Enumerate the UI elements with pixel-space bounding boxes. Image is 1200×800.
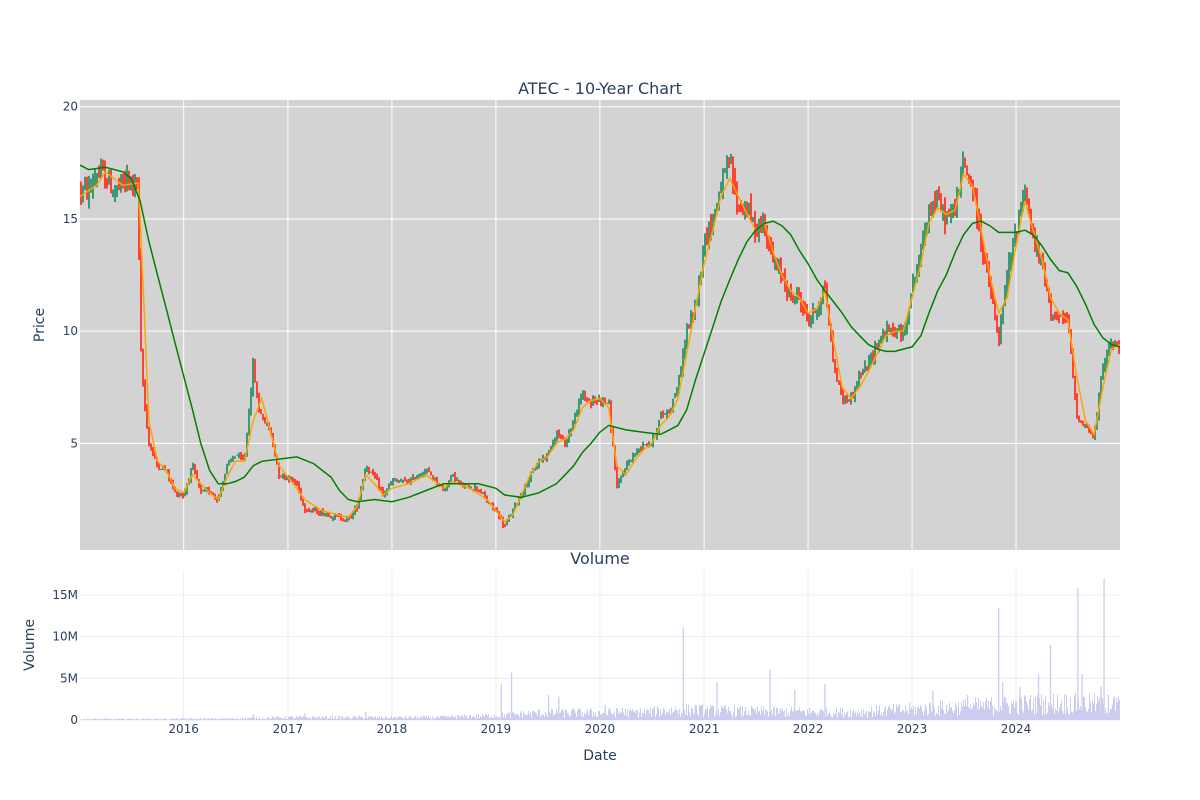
- volume-bars: [80, 578, 1120, 720]
- price-chart-title: ATEC - 10-Year Chart: [518, 79, 682, 98]
- x-tick-label: 2021: [689, 722, 720, 736]
- x-tick-label: 2019: [481, 722, 512, 736]
- volume-y-tick-label: 0: [70, 713, 78, 727]
- x-tick-label: 2020: [585, 722, 616, 736]
- price-lines: [79, 164, 1121, 523]
- moving-average-long-line: [79, 164, 1121, 503]
- price-candles: [80, 151, 1120, 528]
- price-y-axis-title: Price: [32, 308, 48, 342]
- x-tick-label: 2024: [1001, 722, 1032, 736]
- x-tick-label: 2023: [897, 722, 928, 736]
- volume-y-axis-title: Volume: [22, 619, 38, 671]
- x-tick-label: 2022: [793, 722, 824, 736]
- price-y-tick-label: 5: [70, 436, 78, 450]
- volume-y-tick-label: 5M: [60, 671, 78, 685]
- volume-y-ticks: 0 5M 10M 15M: [52, 588, 78, 727]
- volume-y-tick-label: 10M: [52, 630, 78, 644]
- price-panel: 5 10 15 20 ATEC - 10-Year Chart Price: [32, 79, 1121, 550]
- volume-chart-title: Volume: [570, 549, 630, 568]
- x-tick-label: 2017: [273, 722, 304, 736]
- x-axis-title: Date: [583, 748, 616, 764]
- price-y-tick-label: 20: [63, 100, 78, 114]
- volume-x-ticks: 2016 2017 2018 2019 2020 2021 2022 2023 2024: [168, 722, 1031, 736]
- x-tick-label: 2016: [168, 722, 199, 736]
- price-y-ticks: 5 10 15 20: [63, 100, 78, 451]
- x-tick-label: 2018: [377, 722, 408, 736]
- volume-y-tick-label: 15M: [52, 588, 78, 602]
- price-y-tick-label: 15: [63, 212, 78, 226]
- price-y-tick-label: 10: [63, 324, 78, 338]
- moving-average-short-line: [79, 170, 1121, 523]
